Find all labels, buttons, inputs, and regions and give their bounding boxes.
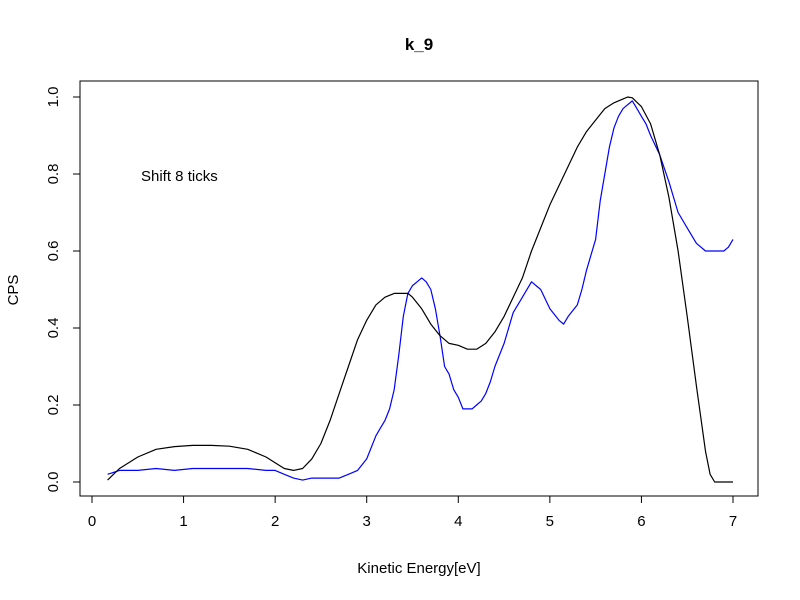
y-tick-label: 0.8 <box>45 164 62 185</box>
x-tick-label: 6 <box>637 513 645 530</box>
series-line-black <box>107 96 733 483</box>
x-axis-label: Kinetic Energy[eV] <box>357 560 480 577</box>
x-tick-label: 0 <box>88 513 96 530</box>
series-layer <box>107 96 734 483</box>
x-axis: 0 1 2 3 4 5 6 7 <box>88 495 737 530</box>
y-axis-label: CPS <box>5 275 22 306</box>
y-tick-label: 0.4 <box>45 318 62 339</box>
chart-title: k_9 <box>405 35 433 54</box>
x-tick-label: 3 <box>363 513 371 530</box>
y-tick-label: 0.2 <box>45 395 62 416</box>
x-tick-label: 2 <box>271 513 279 530</box>
annotation: Shift 8 ticks <box>141 168 218 185</box>
x-tick-label: 7 <box>729 513 737 530</box>
y-tick-label: 1.0 <box>45 87 62 108</box>
x-tick-label: 5 <box>546 513 554 530</box>
series-line-blue <box>107 100 734 481</box>
y-tick-label: 0.6 <box>45 241 62 262</box>
y-tick-label: 0.0 <box>45 472 62 493</box>
x-tick-label: 1 <box>179 513 187 530</box>
x-tick-label: 4 <box>454 513 462 530</box>
y-axis: 0.0 0.2 0.4 0.6 0.8 1.0 <box>45 87 81 493</box>
